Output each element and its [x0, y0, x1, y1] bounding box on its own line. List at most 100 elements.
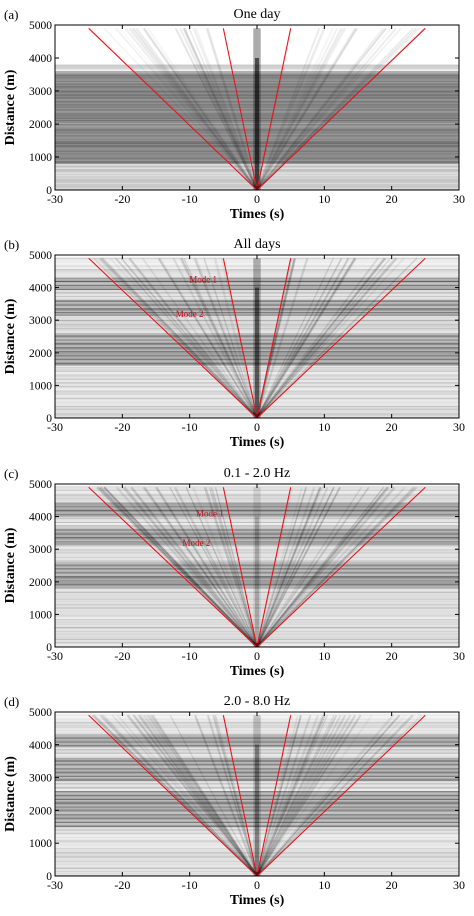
arrival-streak [101, 257, 258, 418]
velocity-line-4 [256, 486, 426, 648]
arrival-streak [132, 714, 258, 876]
velocity-line-4 [256, 714, 426, 877]
arrival-streak [256, 486, 341, 647]
arrival-streak [99, 486, 258, 647]
arrival-streak [255, 257, 357, 418]
zero-lag-spike [253, 715, 261, 876]
arrival-streak [255, 27, 326, 190]
arrival-streak [151, 714, 258, 876]
x-tick-label: -10 [182, 420, 198, 434]
arrival-streak [256, 257, 405, 418]
arrival-streak [256, 486, 329, 647]
arrival-streak [256, 486, 335, 647]
arrival-streak [183, 27, 259, 190]
arrival-streak [256, 714, 401, 876]
y-tick-label: 1000 [29, 380, 52, 392]
arrival-streak [98, 486, 258, 647]
panel-label: (b) [4, 237, 19, 252]
arrival-streak [256, 486, 322, 647]
arrival-streak [206, 715, 258, 876]
x-tick-label: 10 [318, 649, 330, 663]
arrival-streak [149, 714, 258, 876]
y-tick-label: 1000 [29, 152, 52, 164]
arrival-streak [102, 714, 258, 876]
arrival-streak [256, 715, 299, 876]
y-tick-label: 4000 [29, 53, 52, 65]
arrival-streak [256, 27, 414, 190]
panel-3: Mode 1 Mode 2 -30 -20 -10 0 10 20 30 0 1000 2000 300… [3, 466, 465, 679]
x-tick-label: 30 [453, 649, 465, 663]
arrival-streak [194, 257, 259, 418]
y-tick-label: 0 [46, 413, 52, 425]
arrival-streak [256, 257, 356, 418]
arrival-streak [126, 714, 258, 876]
x-tick-label: -20 [114, 878, 130, 892]
arrival-streak [185, 486, 258, 647]
x-tick-label: -30 [47, 878, 63, 892]
arrival-streak [142, 486, 258, 647]
x-tick-label: -30 [47, 649, 63, 663]
arrival-streak [208, 487, 258, 647]
x-tick-label: -30 [47, 420, 63, 434]
arrival-streak [255, 714, 320, 876]
velocity-line-3 [256, 715, 292, 877]
velocity-line-3 [256, 487, 292, 648]
waveform-image [55, 27, 459, 190]
x-axis-label: Times (s) [230, 435, 285, 450]
arrival-streak [256, 486, 415, 647]
arrival-streak [142, 714, 258, 876]
arrival-streak [256, 257, 391, 418]
arrival-streak [147, 714, 258, 876]
x-tick-label: 0 [254, 649, 260, 663]
y-axis-label: Distance (m) [3, 756, 18, 832]
arrival-streak [142, 27, 259, 190]
arrival-streak [256, 714, 373, 876]
velocity-line-1 [88, 714, 258, 877]
y-axis-label: Distance (m) [3, 69, 18, 145]
y-tick-label: 3000 [29, 86, 52, 98]
arrival-streak [98, 257, 258, 418]
velocity-line-4 [256, 257, 426, 419]
zero-lag-spike [253, 487, 261, 647]
y-tick-label: 5000 [29, 20, 52, 32]
arrival-streak [256, 486, 321, 647]
arrival-streak [255, 27, 347, 190]
arrival-streak [256, 714, 338, 876]
panel-label: (c) [4, 466, 18, 481]
y-tick-label: 3000 [29, 544, 52, 556]
arrival-streak [256, 257, 350, 418]
x-tick-label: 20 [386, 878, 398, 892]
velocity-line-2 [222, 487, 258, 648]
panel-2: Mode 1 Mode 2 -30 -20 -10 0 10 20 30 0 1000 2000 300… [3, 237, 465, 450]
arrival-streak [193, 257, 258, 418]
x-axis-label: Times (s) [230, 664, 285, 679]
mode-label: Mode 2 [183, 538, 211, 548]
arrival-streak [256, 257, 357, 418]
waveform-image [55, 485, 459, 647]
arrival-streak [103, 27, 258, 190]
x-axis-label: Times (s) [230, 893, 285, 908]
arrival-streak [103, 486, 258, 647]
arrival-streak [214, 487, 258, 647]
x-tick-label: 20 [386, 649, 398, 663]
y-tick-label: 2000 [29, 348, 52, 360]
arrival-streak [255, 714, 325, 876]
arrival-streak [132, 27, 258, 190]
arrival-streak [103, 486, 258, 647]
arrival-streak [256, 715, 302, 876]
arrival-streak [182, 27, 259, 190]
arrival-streak [174, 27, 258, 190]
arrival-streak [207, 715, 258, 876]
x-axis-label: Times (s) [230, 207, 285, 222]
arrival-streak [256, 486, 341, 647]
arrival-streak [195, 28, 258, 190]
y-tick-label: 4000 [29, 740, 52, 752]
arrival-streak [133, 714, 258, 876]
arrival-streak [179, 257, 259, 418]
arrival-streak [255, 714, 352, 876]
y-tick-label: 2000 [29, 805, 52, 817]
arrival-streak [256, 27, 358, 190]
arrival-streak [256, 258, 296, 418]
arrival-streak [256, 487, 307, 647]
arrival-streak [194, 714, 258, 876]
